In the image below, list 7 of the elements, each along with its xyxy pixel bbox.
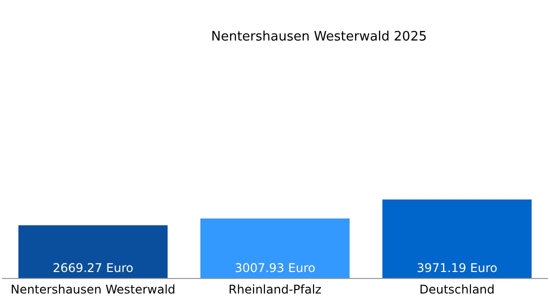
- chart-title: Nentershausen Westerwald 2025: [211, 30, 427, 45]
- data-label: 3007.93 Euro: [234, 261, 316, 275]
- x-tick-label: Rheinland-Pfalz: [228, 282, 322, 296]
- x-tick-label: Deutschland: [419, 282, 495, 296]
- data-label: 3971.19 Euro: [416, 261, 498, 275]
- data-label: 2669.27 Euro: [52, 261, 134, 275]
- x-tick-label: Nentershausen Westerwald: [10, 282, 176, 296]
